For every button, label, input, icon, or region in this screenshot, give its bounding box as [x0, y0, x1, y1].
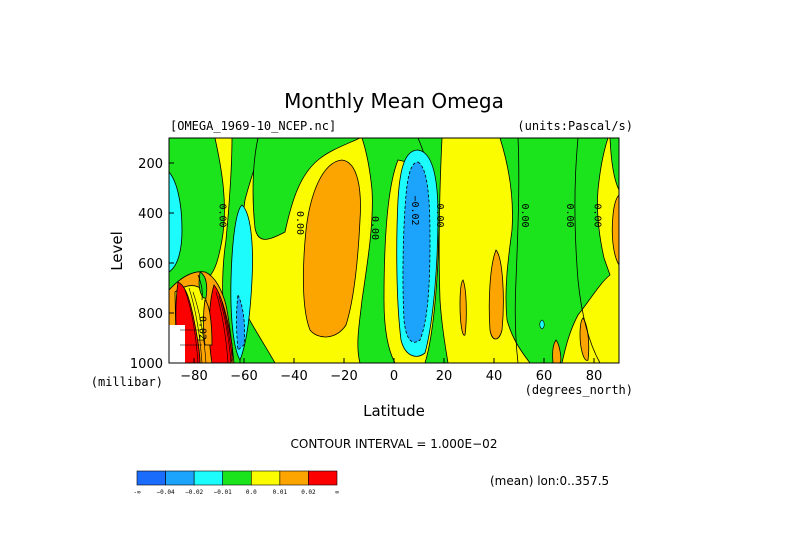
contour-label: 0.00 [592, 203, 603, 227]
contour-labels: 0.00 0.00 0.00 −0.02 0.00 0.00 0.00 0.00 0.02 [197, 195, 603, 340]
fill-orange-north2 [488, 249, 504, 340]
colorbar-label: −0.02 [185, 489, 203, 496]
colorbar-swatch [222, 470, 252, 486]
fill-blue-equator [402, 161, 431, 343]
colorbar-label: 0.02 [301, 489, 316, 496]
x-tick-label: 80 [586, 369, 603, 384]
contour-label: 0.00 [519, 203, 530, 227]
colorbar-label: −0.01 [214, 489, 232, 496]
x-tick-label: −60 [230, 369, 257, 384]
x-tick-label: −40 [280, 369, 307, 384]
x-tick-label: 40 [486, 369, 503, 384]
fill-cyan-farsouth [169, 171, 183, 273]
contour-label: 0.00 [217, 203, 228, 227]
x-tick-label: 20 [436, 369, 453, 384]
dense-contours-southpole [180, 287, 234, 363]
y-tick-label: 1000 [130, 357, 163, 372]
colorbar-swatch [279, 470, 309, 486]
fill-green-south-upper [252, 138, 361, 240]
fill-orange-north1 [459, 279, 467, 336]
y-tick-label: 200 [138, 157, 163, 172]
colorbar-label: 0.0 [246, 489, 257, 496]
fill-cyan-north-small [539, 319, 545, 330]
colorbar-swatch [250, 470, 281, 486]
colorbar [136, 470, 338, 486]
y-axis-ticks: 200 400 600 800 1000 [130, 157, 174, 372]
contour-label: 0.02 [197, 316, 208, 340]
contour-label: 0.00 [564, 203, 575, 227]
contour-interval: CONTOUR INTERVAL = 1.000E−02 [291, 437, 498, 451]
x-tick-label: −20 [330, 369, 357, 384]
x-axis-unit: (degrees_north) [525, 383, 633, 397]
colorbar-swatch [165, 470, 195, 486]
chart-title: Monthly Mean Omega [284, 89, 504, 113]
fill-blue-south [236, 293, 246, 351]
x-tick-label: 0 [390, 369, 398, 384]
fill-orange-south [303, 159, 361, 338]
contour-label: 0.00 [369, 216, 380, 240]
fill-missing-topography [169, 325, 185, 363]
x-tick-label: 60 [536, 369, 553, 384]
x-axis-ticks: −80 −60 −40 −20 0 20 40 60 80 [180, 358, 602, 384]
colorbar-label: 0.01 [273, 489, 288, 496]
fill-orange-farnorth [611, 194, 619, 266]
file-label: [OMEGA_1969-10_NCEP.nc] [170, 119, 336, 133]
mean-lon-text: (mean) lon:0..357.5 [490, 474, 609, 488]
plot-area [169, 138, 619, 363]
fill-orange-north3 [552, 339, 562, 363]
y-axis-label: Level [108, 231, 126, 271]
fill-orange-southpole-core [203, 299, 213, 346]
y-tick-label: 400 [138, 207, 163, 222]
fill-green-north-tail [609, 138, 619, 191]
x-tick-label: −80 [180, 369, 207, 384]
y-tick-label: 800 [138, 307, 163, 322]
y-axis-unit: (millibar) [91, 375, 163, 389]
fill-green-north [499, 138, 611, 363]
contour-label: 0.00 [434, 203, 445, 227]
contour-lines [197, 138, 601, 363]
colorbar-labels: -∞ −0.04 −0.02 −0.01 0.0 0.01 0.02 ∞ [133, 489, 339, 496]
x-axis-label: Latitude [363, 402, 425, 420]
colorbar-swatch [193, 470, 224, 486]
colorbar-label: ∞ [335, 489, 339, 496]
colorbar-label: -∞ [133, 489, 141, 496]
contour-label: −0.02 [409, 195, 420, 225]
y-tick-label: 600 [138, 257, 163, 272]
colorbar-label: −0.04 [157, 489, 175, 496]
contour-label: 0.00 [294, 211, 305, 235]
colorbar-swatch [136, 470, 166, 486]
colorbar-swatch [308, 470, 338, 486]
fill-green-southpole-patch [198, 271, 208, 299]
units-label: (units:Pascal/s) [517, 119, 633, 133]
